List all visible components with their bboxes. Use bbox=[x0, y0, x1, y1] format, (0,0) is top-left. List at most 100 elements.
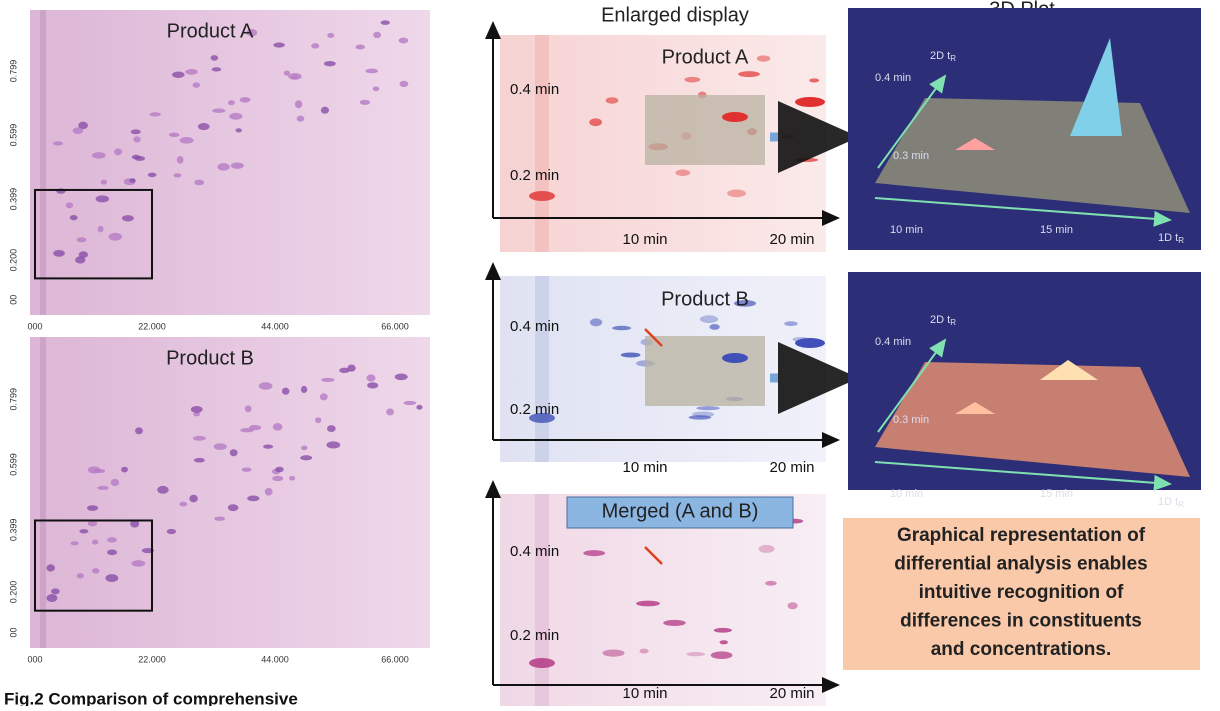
x-tick-label: 000 bbox=[27, 654, 42, 664]
spot bbox=[122, 215, 134, 221]
spot bbox=[214, 516, 225, 520]
spot bbox=[640, 649, 649, 654]
spot bbox=[247, 495, 259, 501]
x-tick-label: 15 min bbox=[1040, 488, 1073, 500]
spot bbox=[77, 237, 87, 242]
panel-title: Product B bbox=[166, 347, 254, 369]
heading: Enlarged display bbox=[601, 4, 749, 26]
spot bbox=[291, 76, 298, 80]
spot bbox=[583, 550, 605, 556]
spot bbox=[249, 425, 261, 430]
spot bbox=[381, 20, 390, 24]
spot bbox=[133, 136, 140, 142]
spot bbox=[245, 405, 252, 412]
spot bbox=[194, 180, 204, 186]
spot bbox=[311, 43, 319, 48]
spot bbox=[399, 81, 408, 87]
spot bbox=[373, 86, 380, 91]
x-tick-label: 10 min bbox=[622, 231, 667, 248]
axis-text: 2D t bbox=[930, 314, 950, 326]
callout-line: intuitive recognition of bbox=[919, 582, 1124, 603]
spot bbox=[111, 479, 119, 486]
spot bbox=[590, 318, 602, 326]
spot bbox=[212, 67, 222, 71]
callout-line: and concentrations. bbox=[931, 639, 1112, 660]
panel-title: Product A bbox=[662, 46, 749, 68]
spot bbox=[211, 55, 219, 61]
spot bbox=[73, 127, 83, 134]
spot bbox=[46, 594, 57, 602]
spot bbox=[92, 152, 106, 158]
spot bbox=[301, 386, 307, 393]
spot bbox=[399, 38, 409, 44]
x-tick-label: 10 min bbox=[622, 685, 667, 702]
axis-text: 2D t bbox=[930, 50, 950, 62]
spot bbox=[636, 601, 660, 607]
spot bbox=[236, 128, 242, 132]
spot bbox=[347, 364, 355, 371]
spot bbox=[212, 109, 225, 113]
x-tick-label: 000 bbox=[27, 321, 42, 331]
spot bbox=[70, 215, 78, 220]
spot bbox=[795, 158, 818, 162]
y-tick-label: 0.4 min bbox=[875, 72, 911, 84]
spot bbox=[326, 441, 340, 448]
spot bbox=[228, 504, 239, 511]
spot bbox=[321, 107, 329, 114]
y-tick-label: 0.200 bbox=[8, 249, 18, 272]
spot bbox=[324, 61, 336, 66]
caption: Fig.2 Comparison of comprehensive bbox=[4, 689, 298, 706]
spot bbox=[51, 588, 60, 594]
spot bbox=[360, 100, 370, 105]
spot bbox=[179, 502, 187, 507]
spot bbox=[795, 97, 825, 107]
spot bbox=[758, 545, 774, 553]
spot bbox=[327, 425, 336, 432]
y-tick-label: 0.2 min bbox=[510, 167, 559, 184]
spot bbox=[265, 488, 273, 496]
spot bbox=[259, 382, 273, 390]
spot bbox=[107, 549, 117, 555]
x-tick-label: 22.000 bbox=[138, 321, 166, 331]
spot bbox=[157, 486, 168, 494]
spot bbox=[193, 82, 200, 87]
zoom-overlay bbox=[645, 95, 765, 165]
spot bbox=[711, 651, 733, 659]
x-tick-label: 10 min bbox=[890, 224, 923, 236]
x-tick-label: 15 min bbox=[1040, 224, 1073, 236]
spot bbox=[191, 406, 203, 413]
figure: Product A0.7990.5990.3990.2000000022.000… bbox=[0, 0, 1220, 706]
spot bbox=[101, 180, 107, 185]
spot bbox=[809, 78, 819, 82]
spot bbox=[709, 324, 719, 330]
spot bbox=[295, 100, 302, 108]
spot bbox=[273, 423, 283, 430]
spot bbox=[301, 446, 308, 451]
solvent-streak bbox=[535, 276, 549, 462]
x-tick-label: 20 min bbox=[769, 685, 814, 702]
callout-line: differential analysis enables bbox=[894, 554, 1147, 575]
y-tick-label: 00 bbox=[8, 295, 18, 305]
spot bbox=[230, 449, 238, 456]
spot bbox=[87, 505, 98, 511]
spot bbox=[787, 602, 797, 609]
panel-title: Product A bbox=[167, 20, 254, 42]
spot bbox=[135, 156, 146, 161]
spot bbox=[135, 427, 143, 434]
spot bbox=[53, 250, 65, 257]
y-tick-label: 0.799 bbox=[8, 60, 18, 83]
spot bbox=[529, 658, 555, 668]
spot bbox=[105, 574, 118, 582]
spot bbox=[300, 455, 312, 460]
x-tick-label: 22.000 bbox=[138, 654, 166, 664]
spot bbox=[367, 382, 378, 388]
spot bbox=[727, 189, 746, 197]
spot bbox=[320, 393, 328, 400]
axis-text: 1D t bbox=[1158, 496, 1178, 508]
x-tick-label: 44.000 bbox=[261, 654, 289, 664]
y-tick-label: 0.399 bbox=[8, 519, 18, 542]
axis-sub: R bbox=[1178, 236, 1184, 245]
spot bbox=[784, 321, 798, 326]
spot bbox=[169, 133, 180, 137]
spot bbox=[315, 417, 321, 423]
